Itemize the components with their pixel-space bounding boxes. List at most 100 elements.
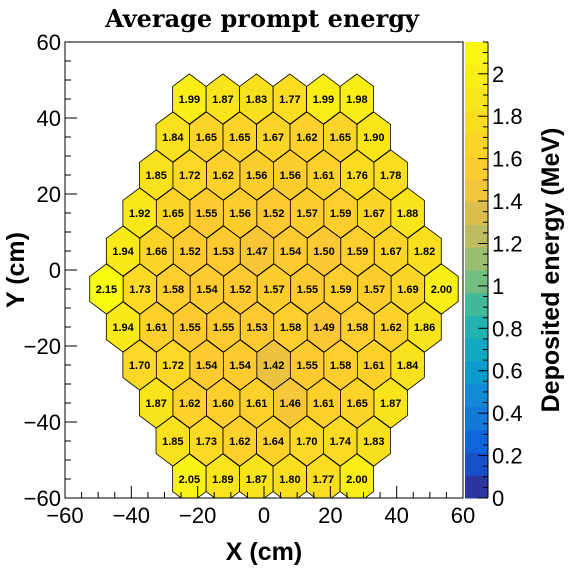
hex-value-label: 1.56 xyxy=(279,170,300,182)
hex-cell xyxy=(424,263,459,315)
hex-value-label: 1.83 xyxy=(363,436,384,448)
color-scale-band xyxy=(465,133,488,157)
color-scale: 0 0.2 0.4 0.6 0.8 1 1.2 1.4 1.6 1.8 2 xyxy=(465,41,523,511)
hex-value-label: 1.83 xyxy=(246,94,267,106)
hex-value-label: 1.89 xyxy=(212,474,233,486)
hex-value-label: 1.99 xyxy=(313,94,334,106)
hex-value-label: 1.92 xyxy=(129,208,150,220)
hex-value-label: 1.78 xyxy=(380,170,401,182)
hex-value-label: 1.57 xyxy=(364,284,385,296)
hex-value-label: 1.61 xyxy=(363,360,384,372)
hex-value-label: 1.73 xyxy=(129,284,150,296)
hex-cell xyxy=(356,415,391,467)
hex-value-label: 1.55 xyxy=(213,322,234,334)
hex-value-label: 1.85 xyxy=(145,170,166,182)
hex-value-label: 1.65 xyxy=(346,398,367,410)
hex-value-label: 1.56 xyxy=(246,170,267,182)
hex-value-label: 1.67 xyxy=(263,132,284,144)
hex-value-label: 1.50 xyxy=(313,246,334,258)
hex-value-label: 1.73 xyxy=(196,436,217,448)
hex-value-label: 1.52 xyxy=(179,246,200,258)
hex-value-label: 1.94 xyxy=(112,246,134,258)
color-scale-tick-label: 0.4 xyxy=(492,401,523,426)
hex-value-label: 1.54 xyxy=(229,360,251,372)
hex-value-label: 1.57 xyxy=(263,284,284,296)
color-scale-band xyxy=(465,361,488,385)
y-axis-title: Y (cm) xyxy=(2,232,30,308)
hex-value-label: 1.46 xyxy=(279,398,300,410)
hex-value-label: 1.58 xyxy=(163,284,184,296)
hex-value-label: 1.64 xyxy=(263,436,285,448)
hex-value-label: 1.99 xyxy=(179,94,200,106)
color-scale-tick-label: 2 xyxy=(492,62,504,87)
hex-value-label: 1.47 xyxy=(246,246,267,258)
color-scale-tick-label: 1.8 xyxy=(492,104,523,129)
hex-value-label: 1.87 xyxy=(145,398,166,410)
hex-value-label: 1.60 xyxy=(212,398,233,410)
color-scale-band xyxy=(465,406,488,431)
hex-value-label: 1.58 xyxy=(347,322,368,334)
x-tick-label: 0 xyxy=(258,503,270,528)
hex-value-label: 1.52 xyxy=(230,284,251,296)
hex-cell xyxy=(373,377,408,429)
hex-value-label: 1.80 xyxy=(279,474,300,486)
hex-value-label: 1.67 xyxy=(380,246,401,258)
hex-value-label: 1.59 xyxy=(347,246,368,258)
hex-value-label: 1.72 xyxy=(179,170,200,182)
color-scale-band xyxy=(465,384,488,408)
color-scale-band xyxy=(465,292,488,317)
x-tick-label: −60 xyxy=(46,503,83,528)
color-scale-band xyxy=(465,64,488,89)
hex-value-label: 2.00 xyxy=(346,474,367,486)
hex-value-label: 1.84 xyxy=(397,360,419,372)
y-tick-label: 60 xyxy=(37,30,61,55)
hex-cell xyxy=(390,339,425,391)
y-tick-label: 20 xyxy=(37,182,61,207)
color-scale-band xyxy=(465,315,488,339)
hex-value-label: 1.77 xyxy=(279,94,300,106)
hex-value-label: 1.94 xyxy=(112,322,134,334)
color-scale-tick-label: 1.6 xyxy=(492,147,523,172)
y-tick-label: −60 xyxy=(24,486,61,511)
hex-value-label: 1.70 xyxy=(129,360,150,372)
hex-value-label: 1.54 xyxy=(196,360,218,372)
hex-value-label: 1.65 xyxy=(229,132,250,144)
color-scale-tick-label: 1.4 xyxy=(492,189,523,214)
hex-value-label: 2.15 xyxy=(96,284,117,296)
hexagon-value-labels: 1.99 1.87 1.83 1.77 1.99 1.98 1.84 1.65 1.65 1.67… xyxy=(96,94,452,486)
hex-value-label: 1.55 xyxy=(179,322,200,334)
hex-cell xyxy=(407,301,442,353)
hex-value-label: 2.05 xyxy=(179,474,200,486)
hex-value-label: 1.61 xyxy=(246,398,267,410)
hex-value-label: 1.65 xyxy=(330,132,351,144)
y-tick-label: 40 xyxy=(37,106,61,131)
x-tick-label: 20 xyxy=(318,503,342,528)
color-scale-band xyxy=(465,87,488,111)
axes: −60 −40 −20 0 20 40 60 −60 −40 −20 0 20 40 60 xyxy=(24,30,476,528)
color-scale-band xyxy=(465,429,488,453)
x-tick-label: −40 xyxy=(113,503,150,528)
hex-value-label: 1.55 xyxy=(296,360,317,372)
hex-cell xyxy=(339,453,375,498)
hex-value-label: 1.54 xyxy=(280,246,302,258)
hex-value-label: 1.82 xyxy=(414,246,435,258)
hex-value-label: 1.62 xyxy=(296,132,317,144)
color-scale-band xyxy=(465,247,488,271)
hex-value-label: 1.61 xyxy=(313,398,334,410)
hex-value-label: 1.56 xyxy=(229,208,250,220)
color-scale-band xyxy=(465,110,488,134)
hex-value-label: 1.87 xyxy=(246,474,267,486)
color-scale-band xyxy=(465,201,488,225)
color-scale-tick-label: 1.2 xyxy=(492,231,523,256)
x-tick-label: −20 xyxy=(179,503,216,528)
chart-title: Average prompt energy xyxy=(104,4,420,33)
hex-value-label: 1.65 xyxy=(196,132,217,144)
hex-value-label: 1.90 xyxy=(363,132,384,144)
hex-value-label: 1.62 xyxy=(179,398,200,410)
y-tick-label: 0 xyxy=(49,258,61,283)
color-scale-band xyxy=(465,224,488,248)
color-scale-band xyxy=(465,452,488,476)
hex-value-label: 1.61 xyxy=(146,322,167,334)
hex-value-label: 1.58 xyxy=(280,322,301,334)
hex-value-label: 1.85 xyxy=(162,436,183,448)
